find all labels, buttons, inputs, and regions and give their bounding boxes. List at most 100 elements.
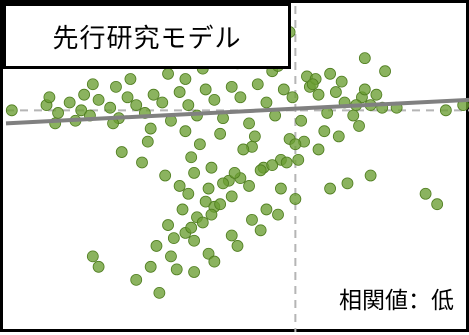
data-point xyxy=(150,240,163,252)
data-point xyxy=(188,266,200,278)
data-point xyxy=(347,109,360,122)
data-point xyxy=(176,203,189,216)
data-point xyxy=(141,135,154,148)
data-point xyxy=(318,125,331,138)
data-point xyxy=(188,234,200,247)
data-point xyxy=(217,177,229,190)
data-point xyxy=(199,195,212,208)
trend-line xyxy=(5,97,469,126)
data-point xyxy=(329,86,342,98)
data-point xyxy=(260,96,273,109)
data-point xyxy=(202,182,215,195)
data-point xyxy=(225,190,238,203)
data-point xyxy=(243,180,255,192)
data-point xyxy=(63,96,76,109)
data-point xyxy=(358,83,371,96)
data-point xyxy=(167,232,180,245)
data-point xyxy=(202,247,215,260)
data-point xyxy=(193,138,206,151)
data-point xyxy=(121,91,134,104)
data-point xyxy=(289,138,302,151)
data-point xyxy=(431,198,444,211)
data-point xyxy=(370,88,383,101)
data-point xyxy=(243,117,255,130)
data-point xyxy=(92,93,105,106)
data-point xyxy=(260,203,273,216)
data-point xyxy=(153,286,166,299)
scatter-plot xyxy=(5,6,469,332)
data-point xyxy=(182,99,195,112)
data-point xyxy=(182,187,195,200)
data-point xyxy=(225,80,238,93)
chart-title: 先行研究モデル xyxy=(3,3,291,69)
data-point xyxy=(78,88,91,101)
data-point xyxy=(277,83,290,96)
data-point xyxy=(289,193,302,205)
data-point xyxy=(185,221,198,234)
data-point xyxy=(335,75,348,88)
data-point xyxy=(179,73,192,85)
data-point xyxy=(124,73,137,85)
data-point xyxy=(162,219,174,231)
data-point xyxy=(341,177,354,190)
data-point xyxy=(306,78,319,91)
data-point xyxy=(144,260,157,273)
data-point xyxy=(364,169,377,182)
data-point xyxy=(185,151,198,164)
data-point xyxy=(208,255,221,268)
data-point xyxy=(205,161,218,174)
data-point xyxy=(179,125,192,138)
data-point xyxy=(110,80,122,93)
data-point xyxy=(286,91,299,104)
data-point xyxy=(115,146,128,158)
data-point xyxy=(104,101,117,114)
correlation-label: 相関値：低 xyxy=(339,281,454,315)
data-point xyxy=(75,104,88,117)
data-point xyxy=(292,153,305,166)
data-point xyxy=(130,273,143,286)
data-point xyxy=(231,240,244,252)
data-point xyxy=(295,114,308,127)
data-point xyxy=(196,216,209,229)
data-point xyxy=(159,169,172,182)
data-point xyxy=(246,213,258,226)
data-point xyxy=(214,198,227,211)
data-point xyxy=(332,130,345,143)
data-point xyxy=(225,229,238,242)
data-point xyxy=(234,91,247,104)
data-point xyxy=(237,143,250,156)
data-point xyxy=(147,88,160,101)
data-point xyxy=(358,52,371,65)
data-point xyxy=(324,67,337,80)
data-point xyxy=(52,107,64,119)
data-point xyxy=(188,167,200,179)
data-point xyxy=(130,99,143,112)
data-point xyxy=(353,120,365,132)
data-point xyxy=(272,208,284,221)
data-point xyxy=(162,67,174,80)
data-point xyxy=(170,263,183,276)
data-point xyxy=(312,143,325,156)
data-point xyxy=(86,78,99,91)
data-point xyxy=(266,159,279,171)
data-point xyxy=(144,122,157,135)
data-point xyxy=(136,156,148,169)
data-point xyxy=(312,88,325,101)
data-point xyxy=(5,104,18,117)
data-point xyxy=(324,182,337,195)
data-point xyxy=(439,104,452,117)
data-point xyxy=(199,83,212,96)
data-point xyxy=(92,260,105,273)
data-point xyxy=(43,91,56,104)
data-point xyxy=(379,65,391,78)
data-point xyxy=(165,250,177,263)
data-point xyxy=(173,86,186,98)
data-point xyxy=(156,96,169,109)
data-point xyxy=(205,208,218,221)
data-point xyxy=(254,164,267,177)
data-point xyxy=(208,93,221,106)
data-point xyxy=(254,224,267,237)
data-point xyxy=(214,127,227,140)
data-point xyxy=(86,250,99,263)
